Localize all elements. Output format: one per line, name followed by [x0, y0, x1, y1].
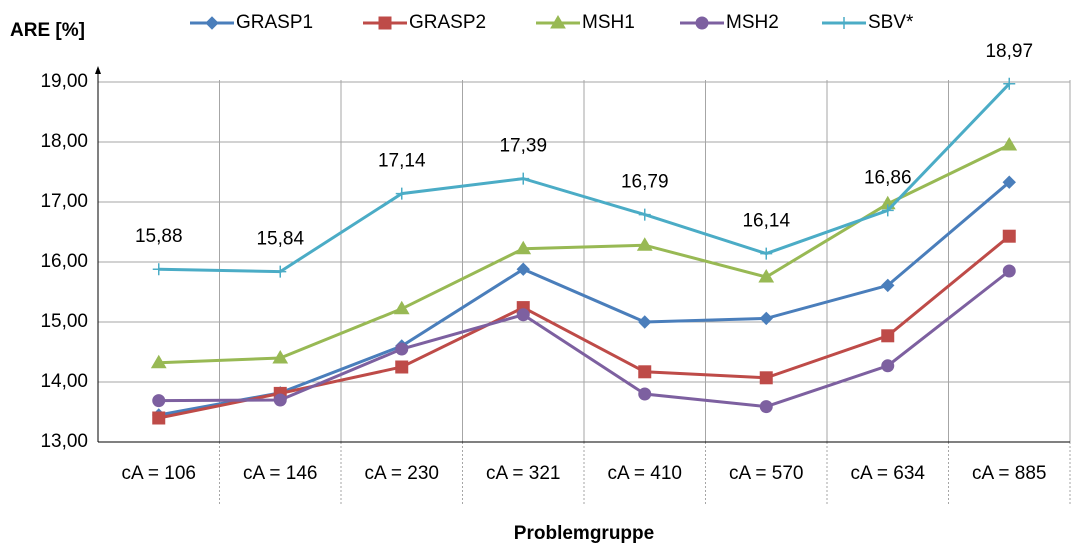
marker — [205, 16, 219, 30]
marker — [759, 311, 773, 326]
marker — [881, 329, 895, 343]
x-tick-label: cA = 321 — [486, 463, 560, 484]
marker — [273, 393, 287, 407]
y-tick-label: 18,00 — [40, 131, 88, 152]
legend-label: SBV* — [868, 12, 914, 33]
marker — [695, 16, 709, 30]
marker — [881, 204, 894, 217]
marker — [759, 371, 773, 385]
x-tick-label: cA = 146 — [243, 463, 317, 484]
x-tick-label: cA = 570 — [729, 463, 803, 484]
legend-label: GRASP2 — [409, 12, 486, 33]
y-axis-arrow — [95, 66, 101, 74]
y-tick-label: 16,00 — [40, 251, 88, 272]
marker — [395, 342, 409, 356]
marker — [152, 411, 166, 425]
series-line — [158, 181, 1011, 417]
y-tick-label: 14,00 — [40, 371, 88, 392]
y-axis-label: ARE [%] — [10, 20, 85, 41]
marker — [881, 359, 895, 373]
marker — [152, 394, 166, 408]
series-line — [158, 143, 1010, 365]
x-tick-label: cA = 634 — [851, 463, 926, 484]
series — [152, 264, 1016, 414]
data-label: 15,88 — [135, 226, 183, 247]
marker — [150, 354, 167, 369]
marker — [1002, 264, 1016, 278]
marker — [517, 172, 530, 185]
marker — [638, 365, 652, 379]
legend-label: MSH1 — [582, 12, 635, 33]
marker — [516, 308, 530, 322]
data-label: 16,86 — [864, 167, 912, 188]
marker — [636, 237, 653, 251]
x-tick-label: cA = 230 — [365, 463, 439, 484]
marker — [395, 360, 409, 374]
marker — [1001, 137, 1018, 151]
marker — [838, 17, 850, 29]
y-tick-label: 13,00 — [40, 431, 88, 452]
marker — [516, 262, 530, 276]
marker — [152, 263, 165, 276]
y-tick-label: 17,00 — [40, 191, 88, 212]
y-tick-label: 19,00 — [40, 71, 88, 92]
marker — [395, 187, 408, 200]
marker — [1002, 175, 1016, 189]
series-line — [158, 235, 1011, 420]
marker — [1003, 77, 1016, 90]
marker — [759, 400, 773, 414]
x-tick-label: cA = 410 — [608, 463, 682, 484]
series-line — [158, 269, 1011, 409]
marker — [1002, 229, 1016, 243]
data-label: 16,79 — [621, 172, 669, 193]
marker — [393, 300, 410, 315]
legend-label: MSH2 — [726, 12, 779, 33]
marker — [758, 269, 775, 283]
marker — [378, 16, 392, 30]
marker — [272, 350, 289, 364]
marker — [760, 247, 773, 260]
marker — [638, 315, 652, 329]
data-label: 15,84 — [256, 229, 304, 250]
marker — [550, 15, 566, 29]
data-label: 18,97 — [985, 41, 1033, 62]
x-tick-label: cA = 885 — [972, 463, 1046, 484]
marker — [274, 265, 287, 278]
marker — [515, 240, 532, 255]
series: 15,88 15,84 17,14 17,39 16,79 16,14 16,86 18,97 — [135, 41, 1033, 278]
data-label: 16,14 — [742, 211, 790, 232]
x-tick-label: cA = 106 — [122, 463, 196, 484]
marker — [638, 387, 652, 401]
data-label: 17,14 — [378, 151, 426, 172]
data-label: 17,39 — [499, 136, 547, 157]
marker — [638, 208, 651, 221]
x-axis-label: Problemgruppe — [514, 523, 654, 544]
y-tick-label: 15,00 — [40, 311, 88, 332]
series-line — [158, 82, 1011, 274]
legend-label: GRASP1 — [236, 12, 313, 33]
marker — [881, 278, 895, 293]
